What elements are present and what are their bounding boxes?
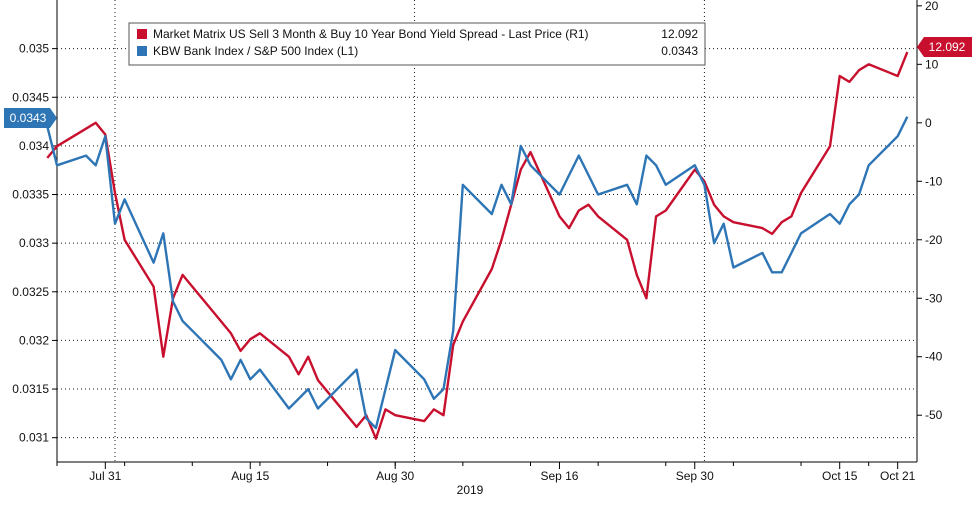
left-tick-label: 0.034: [19, 139, 49, 153]
x-tick-label: Jul 31: [89, 469, 121, 483]
x-tick-label: Aug 30: [376, 469, 414, 483]
right-last-value-flag: 12.092: [917, 37, 972, 57]
right-tick-label: -10: [925, 174, 943, 188]
right-tick-label: 0: [925, 116, 932, 130]
legend-value-kbw: 0.0343: [661, 44, 698, 58]
right-flag-value: 12.092: [929, 40, 966, 54]
legend-box: [128, 22, 706, 66]
left-tick-label: 0.0345: [12, 90, 49, 104]
x-axis-label: 2019: [457, 483, 484, 497]
right-tick-label: 20: [925, 0, 939, 13]
left-tick-label: 0.035: [19, 42, 49, 56]
left-tick-label: 0.033: [19, 236, 49, 250]
left-tick-label: 0.032: [19, 333, 49, 347]
x-tick-label: Sep 16: [540, 469, 578, 483]
right-tick-label: -40: [925, 350, 943, 364]
legend-swatch-spread: [137, 29, 147, 39]
left-last-value-flag: 0.0343: [4, 108, 57, 128]
plot-area: [46, 51, 909, 440]
legend: Market Matrix US Sell 3 Month & Buy 10 Y…: [128, 22, 706, 66]
legend-label-kbw: KBW Bank Index / S&P 500 Index (L1): [153, 44, 358, 58]
left-tick-label: 0.031: [19, 431, 49, 445]
legend-swatch-kbw: [137, 46, 147, 56]
left-flag-value: 0.0343: [10, 111, 47, 125]
legend-label-spread: Market Matrix US Sell 3 Month & Buy 10 Y…: [153, 27, 589, 41]
x-tick-label: Sep 30: [676, 469, 714, 483]
x-tick-label: Oct 21: [880, 469, 916, 483]
left-tick-label: 0.0325: [12, 285, 49, 299]
x-tick-label: Oct 15: [822, 469, 858, 483]
grid: [57, 0, 917, 462]
right-tick-label: 10: [925, 57, 939, 71]
x-tick-label: Aug 15: [231, 469, 269, 483]
right-axis-ticks: -50 -40 -30 -20 -10 0 10 20: [917, 0, 943, 422]
left-tick-label: 0.0315: [12, 382, 49, 396]
left-flag-shape: [4, 108, 57, 128]
right-tick-label: -50: [925, 408, 943, 422]
series-line-spread: [46, 51, 909, 440]
right-tick-label: -30: [925, 291, 943, 305]
left-tick-label: 0.0335: [12, 188, 49, 202]
series-line-kbw: [46, 116, 909, 430]
right-tick-label: -20: [925, 233, 943, 247]
right-flag-shape: [917, 37, 972, 57]
x-axis-ticks: Jul 31 Aug 15 Aug 30 Sep 16 Sep 30 Oct 15 Oct …: [56, 462, 916, 483]
left-axis-ticks: 0.031 0.0315 0.032 0.0325 0.033 0.0335 0.034 0.…: [12, 42, 57, 445]
legend-value-spread: 12.092: [661, 27, 698, 41]
